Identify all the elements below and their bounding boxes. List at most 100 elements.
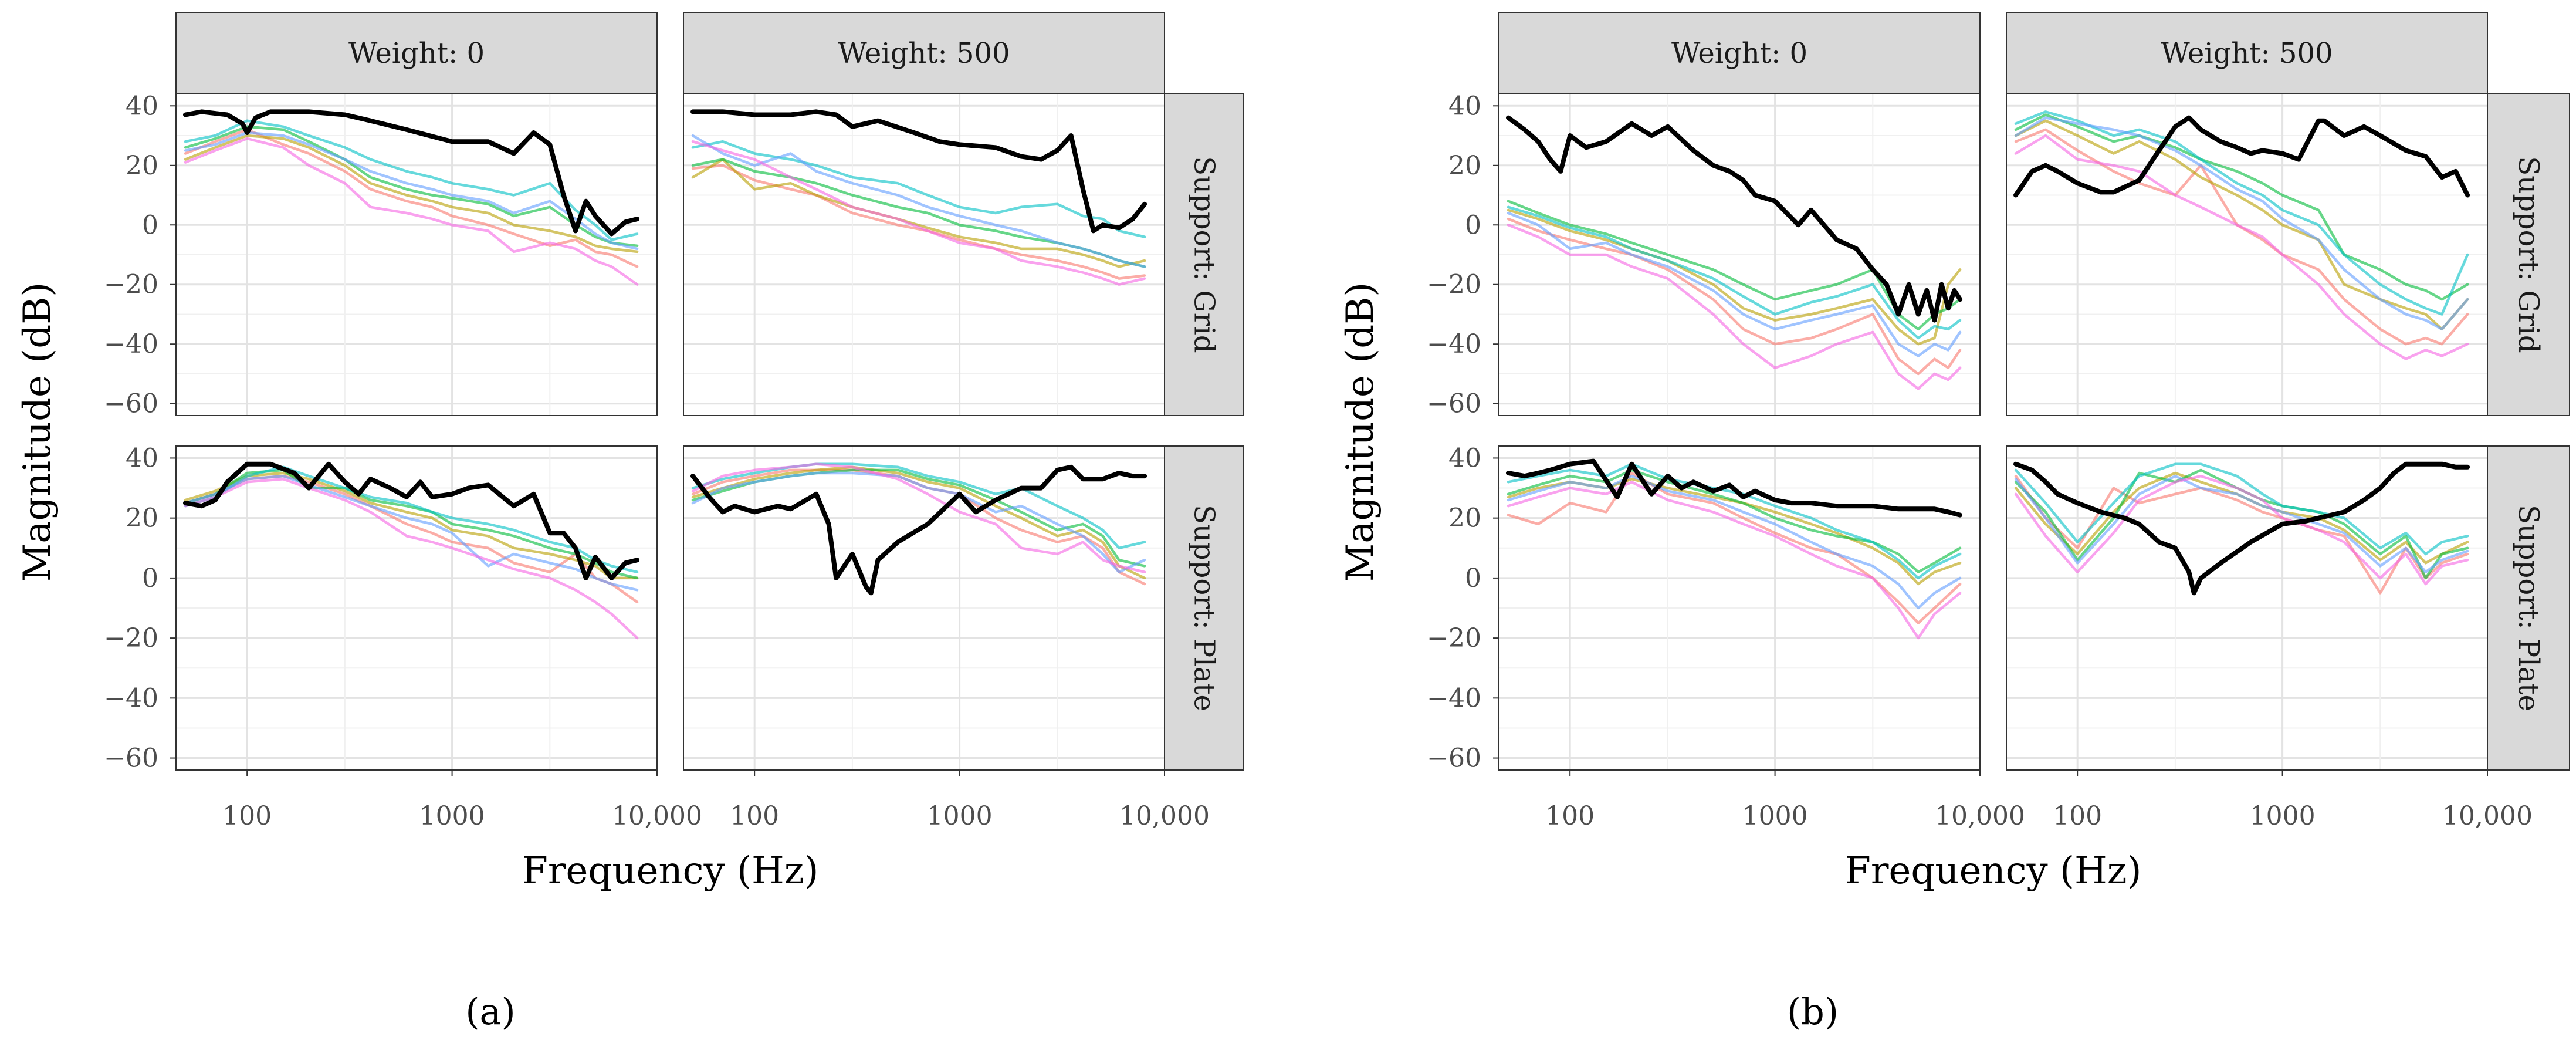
series-line-reference: [2013, 115, 2470, 198]
y-tick-label: 40: [126, 91, 158, 121]
series-line: [1507, 224, 1962, 390]
panel-border: [175, 93, 658, 416]
y-tick-label: −40: [104, 329, 158, 359]
chart-a-strip-row-label: Support: Plate: [1188, 505, 1221, 711]
series-line: [2014, 474, 2469, 586]
y-tick-label: 0: [142, 563, 158, 593]
series-line-reference: [183, 461, 640, 580]
x-tick-label: 10,000: [1935, 801, 2025, 831]
chart-b: Weight: 0 Weight: 500 Support: Grid Support…: [1339, 12, 2570, 893]
series-line: [691, 465, 1146, 580]
series-line: [1507, 471, 1962, 624]
y-tick-label: −20: [1427, 270, 1481, 300]
x-tick-label: 1000: [419, 801, 485, 831]
panel-border: [1498, 445, 1981, 771]
y-tick-label: 20: [1448, 151, 1481, 181]
panel-border: [1498, 93, 1981, 416]
x-tick-label: 10,000: [1119, 801, 1210, 831]
chart-b-strip-col-1: Weight: 0: [1498, 12, 1981, 94]
x-tick-label: 100: [2053, 801, 2102, 831]
chart-a-strip-row-2: Support: Plate: [1164, 445, 1244, 771]
panel-border: [683, 445, 1165, 771]
chart-b-strip-row-1: Support: Grid: [2487, 93, 2570, 416]
series-line: [2014, 462, 2469, 556]
x-tick-label: 100: [1545, 801, 1595, 831]
series-line-reference: [1506, 115, 1963, 323]
grid-lines: [683, 94, 1165, 416]
panel-border: [2006, 445, 2488, 771]
y-tick-label: 0: [1465, 210, 1481, 240]
series-line: [691, 471, 1146, 573]
panel-border: [175, 445, 658, 771]
y-tick-label: −60: [104, 389, 158, 419]
chart-b-panel-r1-c1: 40 20 0 −20 −40 −60: [1427, 91, 1981, 419]
series-group: [2013, 110, 2470, 360]
series-group: [1506, 458, 1963, 640]
series-line: [691, 134, 1146, 268]
series-line-reference: [1506, 458, 1963, 518]
series-line: [184, 477, 639, 640]
series-line: [1507, 462, 1962, 580]
chart-b-strip-row-label: Support: Plate: [2512, 505, 2545, 711]
chart-b-strip-col-2: Weight: 500: [2006, 12, 2488, 94]
chart-a-strip-col-label: Weight: 0: [348, 37, 485, 70]
series-line: [1507, 205, 1962, 340]
x-tick-label: 1000: [1742, 801, 1808, 831]
y-tick-label: −40: [1427, 329, 1481, 359]
series-line: [691, 158, 1146, 268]
chart-a-panel-r2-c2: 100 1000 10,000: [683, 445, 1210, 831]
chart-b-panel-r2-c2: 100 1000 10,000: [2006, 445, 2533, 831]
chart-a-panel-r1-c1: 40 20 0 −20 −40 −60: [104, 91, 658, 419]
series-line: [691, 462, 1146, 550]
chart-b-strip-col-label: Weight: 500: [2161, 37, 2333, 70]
y-tick-label: −20: [104, 270, 158, 300]
series-line-reference: [183, 109, 640, 237]
chart-b-y-axis-title: Magnitude (dB): [1339, 282, 1382, 582]
series-line: [2014, 113, 2469, 301]
y-tick-label: −20: [1427, 623, 1481, 653]
chart-a-panel-r1-c2: [683, 93, 1165, 416]
y-tick-label: −40: [1427, 683, 1481, 713]
chart-a: Weight: 0 Weight: 500 Support: Grid Support…: [16, 12, 1244, 893]
y-tick-label: 20: [1448, 504, 1481, 533]
series-group: [1506, 115, 1963, 390]
series-line: [2014, 110, 2469, 316]
chart-b-panel-r1-c2: [2006, 93, 2488, 416]
x-tick-label: 100: [222, 801, 272, 831]
chart-a-strip-col-label: Weight: 500: [838, 37, 1010, 70]
y-tick-label: 40: [126, 443, 158, 473]
panel-border: [2006, 93, 2488, 416]
chart-a-strip-col-2: Weight: 500: [683, 12, 1165, 94]
chart-a-strip-row-1: Support: Grid: [1164, 93, 1244, 416]
x-tick-label: 10,000: [2442, 801, 2533, 831]
series-line-reference: [690, 109, 1147, 234]
series-line: [691, 164, 1146, 280]
grid-lines: [176, 94, 657, 416]
series-line: [184, 125, 639, 248]
series-line: [1507, 474, 1962, 610]
series-line: [691, 140, 1146, 238]
chart-b-strip-col-label: Weight: 0: [1671, 37, 1807, 70]
chart-a-x-axis-title: Frequency (Hz): [522, 849, 819, 893]
series-group: [2013, 461, 2470, 596]
series-line: [691, 140, 1146, 286]
series-line: [2014, 119, 2469, 331]
series-group: [690, 109, 1147, 286]
chart-b-panel-r2-c1: 40 20 0 −20 −40 −60 100 1000 10,000: [1427, 443, 2025, 831]
chart-a-y-axis-title: Magnitude (dB): [16, 282, 59, 582]
chart-b-strip-row-2: Support: Plate: [2487, 445, 2570, 771]
series-line: [1507, 200, 1962, 331]
y-tick-label: 40: [1448, 443, 1481, 473]
x-tick-label: 1000: [927, 801, 993, 831]
chart-b-strip-row-label: Support: Grid: [2512, 156, 2545, 353]
series-group: [690, 462, 1147, 596]
y-tick-label: 40: [1448, 91, 1481, 121]
y-tick-label: −60: [104, 744, 158, 774]
series-line: [1507, 481, 1962, 640]
x-tick-label: 100: [730, 801, 779, 831]
y-tick-label: 20: [126, 504, 158, 533]
y-tick-label: 20: [126, 151, 158, 181]
series-line-reference: [690, 464, 1147, 596]
x-tick-label: 1000: [2250, 801, 2316, 831]
